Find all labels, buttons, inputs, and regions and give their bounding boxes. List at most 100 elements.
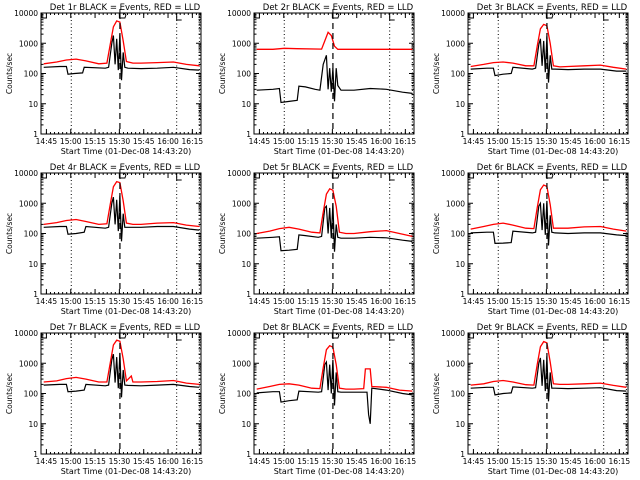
x-tick-label: 15:45 bbox=[560, 297, 582, 306]
x-tick-label: 16:15 bbox=[182, 457, 204, 466]
x-axis-label: Start Time (01-Dec-08 14:43:20) bbox=[274, 467, 405, 476]
series-line-lld bbox=[470, 23, 627, 70]
x-tick-label: 15:15 bbox=[297, 297, 319, 306]
y-tick-label: 1000 bbox=[232, 199, 251, 208]
x-tick-label: 15:30 bbox=[536, 137, 558, 146]
series-line-lld bbox=[470, 184, 627, 232]
x-tick-label: 15:30 bbox=[536, 457, 558, 466]
x-tick-label: 15:45 bbox=[560, 137, 582, 146]
y-tick-label: 10000 bbox=[14, 169, 38, 178]
x-tick-label: 15:30 bbox=[109, 297, 131, 306]
y-tick-label: 1 bbox=[33, 450, 38, 459]
panel-det-2: Det 2r BLACK = Events, RED = LLD 1 10 100 10… bbox=[218, 3, 416, 156]
y-axis-label: Counts/sec bbox=[218, 213, 227, 254]
end-bracket-marker bbox=[389, 12, 396, 21]
panel-title: Det 3r BLACK = Events, RED = LLD bbox=[477, 3, 628, 13]
y-tick-label: 1 bbox=[460, 290, 465, 299]
x-tick-label: 14:45 bbox=[249, 457, 271, 466]
x-tick-label: 15:45 bbox=[133, 137, 155, 146]
x-tick-label: 16:00 bbox=[584, 457, 606, 466]
y-tick-label: 1 bbox=[246, 450, 251, 459]
x-tick-label: 15:00 bbox=[60, 457, 82, 466]
x-tick-label: 15:15 bbox=[511, 137, 533, 146]
x-tick-label: 14:45 bbox=[463, 457, 485, 466]
y-tick-label: 1000 bbox=[19, 359, 38, 368]
start-bracket-marker bbox=[468, 332, 476, 339]
y-tick-label: 10000 bbox=[14, 329, 38, 338]
end-bracket-marker bbox=[389, 172, 396, 181]
x-axis-label: Start Time (01-Dec-08 14:43:20) bbox=[274, 307, 405, 316]
series-line-events bbox=[43, 34, 200, 81]
series-line-events bbox=[43, 352, 200, 398]
panel-title: Det 6r BLACK = Events, RED = LLD bbox=[477, 163, 628, 173]
series-line-lld bbox=[43, 20, 200, 67]
y-tick-label: 10000 bbox=[227, 169, 251, 178]
panel-title: Det 4r BLACK = Events, RED = LLD bbox=[50, 163, 201, 173]
y-tick-label: 10 bbox=[241, 100, 251, 109]
y-tick-label: 10000 bbox=[14, 9, 38, 18]
end-bracket-marker bbox=[176, 12, 183, 21]
x-axis-label: Start Time (01-Dec-08 14:43:20) bbox=[61, 147, 192, 156]
y-tick-label: 10000 bbox=[441, 169, 465, 178]
x-tick-label: 14:45 bbox=[36, 137, 58, 146]
y-tick-label: 100 bbox=[24, 390, 39, 399]
x-tick-label: 16:15 bbox=[182, 137, 204, 146]
x-tick-label: 15:30 bbox=[536, 297, 558, 306]
y-axis-label: Counts/sec bbox=[5, 53, 14, 94]
x-tick-label: 15:15 bbox=[511, 297, 533, 306]
y-axis-label: Counts/sec bbox=[5, 213, 14, 254]
x-axis-label: Start Time (01-Dec-08 14:43:20) bbox=[488, 307, 619, 316]
panel-title: Det 1r BLACK = Events, RED = LLD bbox=[50, 3, 201, 13]
panel-title: Det 5r BLACK = Events, RED = LLD bbox=[263, 163, 414, 173]
x-tick-label: 14:45 bbox=[463, 297, 485, 306]
panel-det-4: Det 4r BLACK = Events, RED = LLD 1 10 100 10… bbox=[5, 163, 203, 316]
end-bracket-marker bbox=[603, 12, 610, 21]
x-tick-label: 15:45 bbox=[346, 297, 368, 306]
y-tick-label: 100 bbox=[24, 70, 39, 79]
x-tick-label: 15:00 bbox=[273, 137, 295, 146]
y-tick-label: 1 bbox=[246, 290, 251, 299]
y-axis-label: Counts/sec bbox=[432, 373, 441, 414]
x-tick-label: 16:15 bbox=[395, 137, 417, 146]
x-tick-label: 15:00 bbox=[487, 457, 509, 466]
y-tick-label: 10 bbox=[28, 420, 38, 429]
series-line-events bbox=[470, 356, 627, 402]
start-bracket-marker bbox=[468, 172, 476, 179]
series-line-events bbox=[256, 55, 413, 104]
panel-title: Det 7r BLACK = Events, RED = LLD bbox=[50, 323, 201, 333]
x-tick-label: 15:45 bbox=[346, 137, 368, 146]
y-tick-label: 1000 bbox=[232, 359, 251, 368]
series-line-lld bbox=[256, 187, 413, 238]
y-tick-label: 10000 bbox=[441, 9, 465, 18]
y-tick-label: 1000 bbox=[446, 359, 465, 368]
x-tick-label: 15:45 bbox=[560, 457, 582, 466]
x-tick-label: 15:00 bbox=[487, 137, 509, 146]
x-tick-label: 16:00 bbox=[157, 297, 179, 306]
x-tick-label: 15:30 bbox=[109, 457, 131, 466]
x-tick-label: 15:45 bbox=[133, 457, 155, 466]
x-tick-label: 15:15 bbox=[84, 297, 106, 306]
panel-det-7: Det 7r BLACK = Events, RED = LLD 1 10 100 10… bbox=[5, 323, 203, 476]
y-tick-label: 1000 bbox=[19, 199, 38, 208]
y-tick-label: 100 bbox=[451, 70, 466, 79]
y-tick-label: 1 bbox=[33, 130, 38, 139]
x-tick-label: 15:00 bbox=[273, 457, 295, 466]
panel-title: Det 9r BLACK = Events, RED = LLD bbox=[477, 323, 628, 333]
x-axis-label: Start Time (01-Dec-08 14:43:20) bbox=[61, 307, 192, 316]
x-tick-label: 14:45 bbox=[463, 137, 485, 146]
y-axis-label: Counts/sec bbox=[5, 373, 14, 414]
x-tick-label: 15:30 bbox=[109, 137, 131, 146]
x-tick-label: 16:15 bbox=[182, 297, 204, 306]
y-tick-label: 1000 bbox=[446, 39, 465, 48]
x-tick-label: 16:00 bbox=[157, 457, 179, 466]
series-line-events bbox=[256, 203, 413, 252]
x-tick-label: 15:00 bbox=[60, 297, 82, 306]
y-tick-label: 100 bbox=[451, 390, 466, 399]
y-axis-label: Counts/sec bbox=[218, 53, 227, 94]
y-axis-label: Counts/sec bbox=[432, 53, 441, 94]
end-bracket-marker bbox=[176, 172, 183, 181]
x-tick-label: 16:00 bbox=[584, 137, 606, 146]
y-tick-label: 100 bbox=[237, 390, 252, 399]
y-tick-label: 10000 bbox=[227, 329, 251, 338]
start-bracket-marker bbox=[254, 172, 262, 179]
